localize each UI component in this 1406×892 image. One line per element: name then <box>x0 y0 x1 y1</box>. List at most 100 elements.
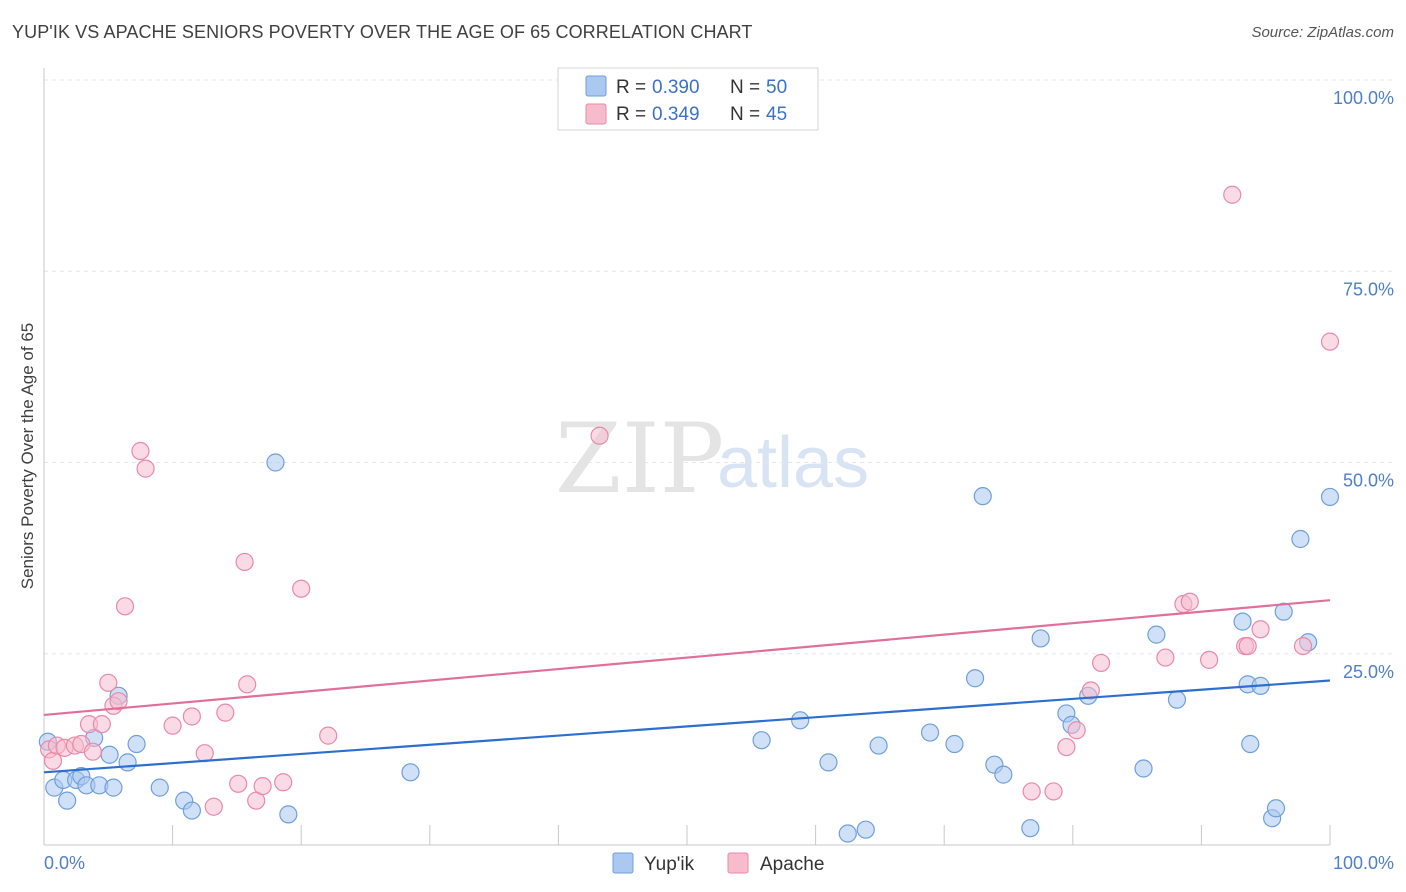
point-yupik-45 <box>1266 799 1286 818</box>
point-apache-18 <box>204 797 223 816</box>
point-yupik-27 <box>945 734 964 754</box>
point-apache-33 <box>1081 681 1100 700</box>
point-apache-11 <box>109 692 128 711</box>
point-yupik-46 <box>1274 602 1293 621</box>
y-tick-label-25: 25.0% <box>1343 662 1394 682</box>
point-apache-29 <box>1022 782 1041 801</box>
point-yupik-49 <box>1320 487 1340 507</box>
point-apache-17 <box>195 744 214 763</box>
bottom-legend-label-apache: Apache <box>760 854 824 875</box>
point-yupik-23 <box>838 824 857 843</box>
legend-box: R = 0.390 N = 50 R = 0.349 N = 45 <box>557 67 819 131</box>
legend-r-value-apache: 0.349 <box>652 104 700 125</box>
point-yupik-39 <box>1167 690 1187 709</box>
point-apache-16 <box>182 707 201 726</box>
point-yupik-13 <box>127 734 146 754</box>
point-yupik-14 <box>150 778 169 797</box>
point-yupik-32 <box>1021 819 1040 838</box>
point-yupik-40 <box>1233 612 1252 631</box>
y-tick-label-50: 50.0% <box>1343 471 1394 491</box>
point-yupik-29 <box>973 487 992 506</box>
point-yupik-33 <box>1031 629 1050 648</box>
watermark: ZIP atlas <box>555 403 869 515</box>
point-yupik-47 <box>1291 529 1310 549</box>
point-apache-21 <box>235 552 254 572</box>
point-apache-34 <box>1091 653 1111 673</box>
point-apache-35 <box>1156 648 1175 667</box>
point-yupik-9 <box>100 745 119 764</box>
point-yupik-22 <box>819 753 838 772</box>
legend-n-label-yupik: N = <box>730 77 760 98</box>
point-apache-44 <box>1320 332 1340 351</box>
point-apache-12 <box>115 597 135 616</box>
point-apache-31 <box>1057 737 1076 757</box>
point-apache-13 <box>131 441 150 461</box>
point-yupik-10 <box>104 778 123 797</box>
point-yupik-28 <box>965 669 985 688</box>
trend-line-apache <box>43 599 1331 717</box>
point-apache-41 <box>1238 636 1257 656</box>
scatter-points <box>38 185 1340 843</box>
point-yupik-31 <box>994 765 1013 784</box>
legend-n-value-apache: 45 <box>766 104 787 125</box>
point-yupik-21 <box>791 711 810 730</box>
point-yupik-20 <box>752 731 771 750</box>
point-apache-22 <box>238 675 257 694</box>
y-tick-label-100: 100.0% <box>1333 88 1394 108</box>
point-apache-39 <box>1223 185 1242 204</box>
point-apache-15 <box>163 716 182 735</box>
point-apache-19 <box>216 703 235 722</box>
legend-swatch-yupik <box>585 75 607 97</box>
point-yupik-18 <box>279 805 298 824</box>
point-apache-9 <box>99 673 118 692</box>
y-tick-label-75: 75.0% <box>1343 279 1394 299</box>
trend-lines <box>43 599 1331 774</box>
legend-swatch-apache <box>585 103 607 125</box>
y-axis-label: Seniors Poverty Over the Age of 65 <box>18 323 37 589</box>
chart-title: YUP'IK VS APACHE SENIORS POVERTY OVER TH… <box>12 22 753 42</box>
point-apache-24 <box>253 776 272 796</box>
bottom-legend-swatch-apache <box>727 852 749 874</box>
legend-r-value-yupik: 0.390 <box>652 77 700 98</box>
point-apache-28 <box>590 426 609 445</box>
point-yupik-19 <box>401 763 420 782</box>
point-apache-43 <box>1293 636 1313 656</box>
point-apache-32 <box>1067 721 1086 740</box>
legend-r-label-apache: R = <box>616 104 646 125</box>
point-yupik-25 <box>869 736 888 755</box>
x-axis-ticks <box>43 825 1331 845</box>
point-yupik-42 <box>1241 734 1260 754</box>
chart-source: Source: ZipAtlas.com <box>1251 24 1394 41</box>
point-apache-42 <box>1251 620 1270 639</box>
point-yupik-12 <box>118 753 137 772</box>
point-apache-8 <box>92 715 111 734</box>
legend-r-label-yupik: R = <box>616 77 646 98</box>
point-apache-30 <box>1044 782 1063 801</box>
point-apache-20 <box>229 774 248 793</box>
point-yupik-17 <box>266 453 285 472</box>
trend-line-yupik <box>43 679 1331 774</box>
legend-n-value-yupik: 50 <box>766 77 787 98</box>
point-apache-38 <box>1200 650 1219 669</box>
point-apache-27 <box>319 726 338 745</box>
point-apache-14 <box>136 459 155 478</box>
point-apache-37 <box>1180 592 1199 611</box>
point-apache-25 <box>274 773 293 792</box>
point-yupik-24 <box>856 820 875 839</box>
point-yupik-26 <box>920 723 940 742</box>
legend-n-label-apache: N = <box>730 104 760 125</box>
bottom-legend-swatch-yupik <box>612 852 634 874</box>
x-tick-label-last: 100.0% <box>1333 853 1394 873</box>
point-yupik-38 <box>1147 625 1166 644</box>
point-apache-7 <box>83 742 102 761</box>
bottom-legend-label-yupik: Yup'ik <box>644 854 695 875</box>
point-yupik-37 <box>1134 759 1153 778</box>
point-yupik-3 <box>58 791 77 810</box>
x-tick-label-first: 0.0% <box>44 853 85 873</box>
y-axis-tick-labels: 25.0% 50.0% 75.0% 100.0% <box>1333 88 1394 682</box>
bottom-legend: Yup'ik Apache <box>612 852 824 875</box>
watermark-zip: ZIP <box>555 403 724 515</box>
point-apache-26 <box>292 579 311 598</box>
point-yupik-16 <box>182 801 201 820</box>
